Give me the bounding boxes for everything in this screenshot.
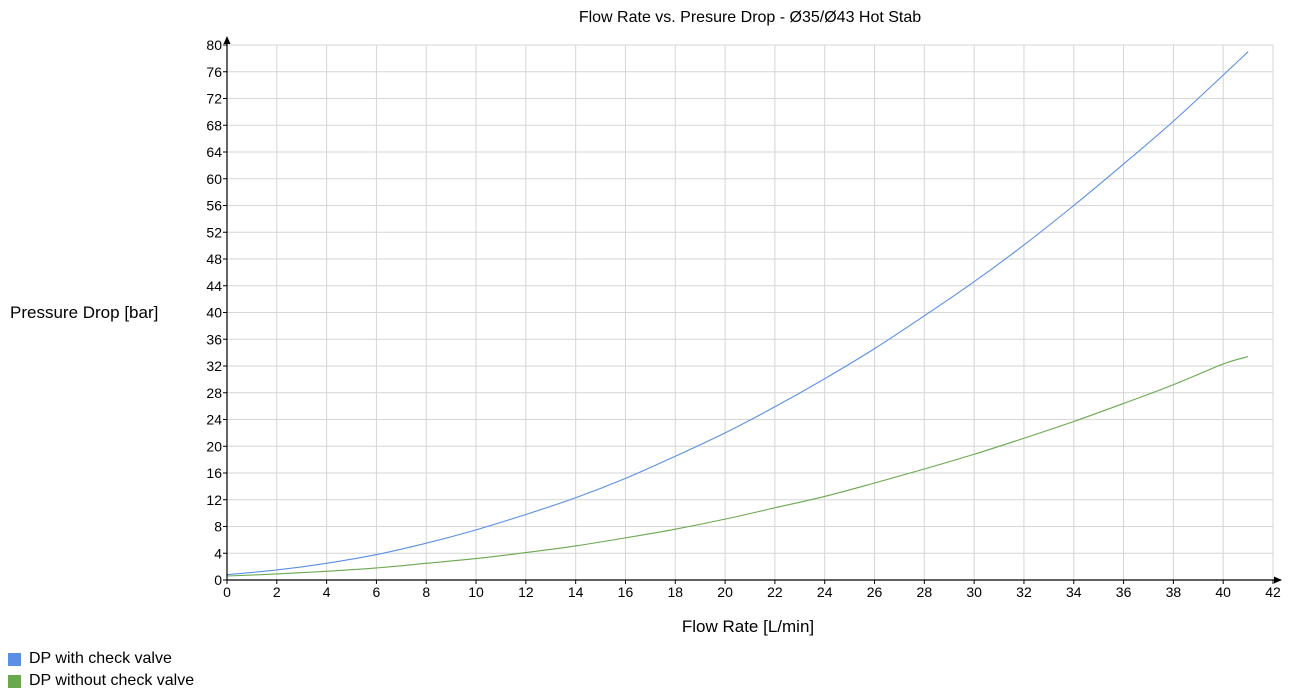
x-tick-label: 32 (1016, 584, 1032, 600)
x-axis-title: Flow Rate [L/min] (682, 617, 814, 636)
y-tick-label: 40 (206, 305, 222, 321)
x-tick-label: 24 (817, 584, 833, 600)
y-tick-label: 44 (206, 278, 222, 294)
legend-swatch-blue (8, 652, 21, 666)
x-tick-label: 14 (568, 584, 584, 600)
legend-swatch-green (8, 674, 21, 688)
x-tick-label: 6 (373, 584, 381, 600)
x-tick-label: 12 (518, 584, 534, 600)
y-tick-label: 72 (206, 91, 222, 107)
y-tick-label: 32 (206, 358, 222, 374)
x-tick-label: 16 (618, 584, 634, 600)
y-axis-arrow (223, 36, 231, 44)
x-tick-label: 26 (867, 584, 883, 600)
legend: DP with check valve DP without check val… (8, 648, 194, 692)
series-line-0 (226, 51, 1249, 576)
y-tick-label: 12 (206, 492, 222, 508)
x-tick-label: 42 (1265, 584, 1281, 600)
series-line-1 (226, 356, 1249, 577)
y-tick-label: 60 (206, 171, 222, 187)
x-tick-label: 38 (1166, 584, 1182, 600)
x-tick-label: 4 (323, 584, 331, 600)
y-tick-label: 24 (206, 412, 222, 428)
x-tick-label: 10 (468, 584, 484, 600)
legend-label: DP with check valve (29, 650, 172, 667)
y-tick-label: 36 (206, 331, 222, 347)
x-tick-label: 0 (223, 584, 231, 600)
x-tick-label: 36 (1116, 584, 1132, 600)
x-tick-label: 20 (717, 584, 733, 600)
tick-layer: 0 2 4 6 8 10 12 14 16 18 20 22 24 26 28 30 32 34 36 38 40 420… (206, 37, 1281, 600)
grid-layer (227, 44, 1274, 580)
x-tick-label: 34 (1066, 584, 1082, 600)
y-tick-label: 8 (214, 519, 222, 535)
y-tick-label: 4 (214, 545, 222, 561)
x-tick-label: 8 (422, 584, 430, 600)
y-axis-title: Pressure Drop [bar] (10, 303, 158, 322)
x-tick-label: 2 (273, 584, 281, 600)
x-tick-label: 40 (1215, 584, 1231, 600)
x-axis-arrow (1274, 576, 1282, 584)
y-tick-label: 28 (206, 385, 222, 401)
x-tick-label: 28 (917, 584, 933, 600)
y-tick-label: 56 (206, 198, 222, 214)
y-tick-label: 80 (206, 37, 222, 53)
y-tick-label: 68 (206, 117, 222, 133)
y-tick-label: 64 (206, 144, 222, 160)
axis-layer (223, 36, 1282, 584)
y-tick-label: 52 (206, 224, 222, 240)
series-layer (226, 51, 1249, 577)
y-tick-label: 76 (206, 64, 222, 80)
legend-item-with-check-valve[interactable]: DP with check valve (8, 648, 194, 670)
x-tick-label: 22 (767, 584, 783, 600)
x-tick-label: 30 (966, 584, 982, 600)
y-tick-label: 48 (206, 251, 222, 267)
legend-item-without-check-valve[interactable]: DP without check valve (8, 670, 194, 692)
y-tick-label: 20 (206, 438, 222, 454)
chart-title: Flow Rate vs. Presure Drop - Ø35/Ø43 Hot… (579, 9, 921, 26)
y-tick-label: 0 (214, 572, 222, 588)
legend-label: DP without check valve (29, 672, 195, 689)
y-tick-label: 16 (206, 465, 222, 481)
x-tick-label: 18 (667, 584, 683, 600)
